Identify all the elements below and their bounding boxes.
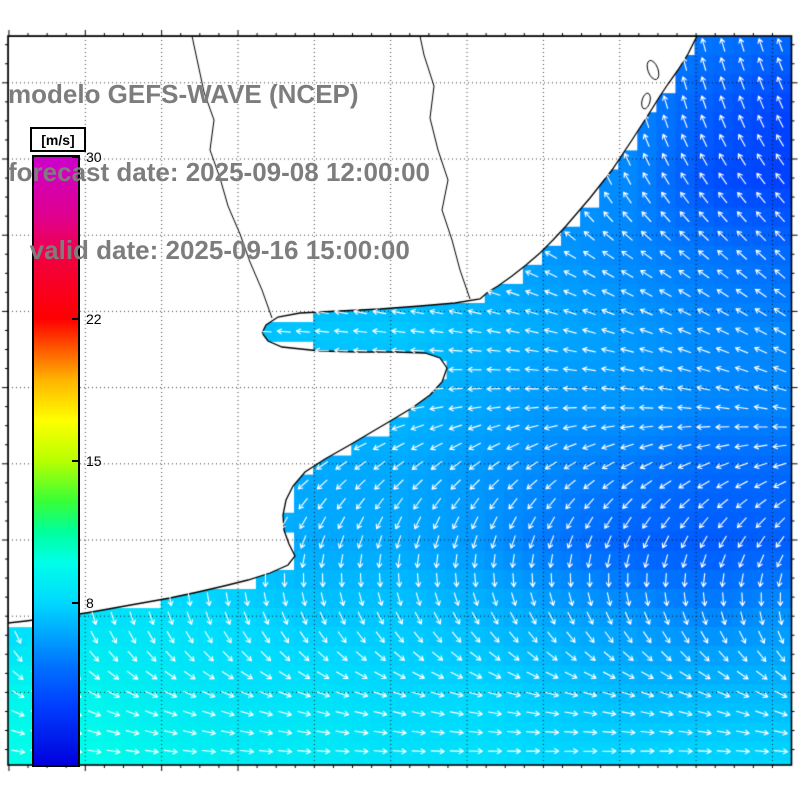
model-title: modelo GEFS-WAVE (NCEP) bbox=[8, 79, 359, 109]
colorbar-tick-mark bbox=[72, 601, 80, 604]
colorbar-tick-mark bbox=[72, 156, 80, 158]
colorbar-tick-mark bbox=[72, 318, 80, 321]
title-block: modelo GEFS-WAVE (NCEP) forecast date: 2… bbox=[8, 29, 430, 315]
forecast-date-line: forecast date: 2025-09-08 12:00:00 bbox=[8, 157, 431, 187]
colorbar-unit-label: [m/s] bbox=[30, 127, 86, 152]
colorbar-tick-label: 8 bbox=[86, 594, 94, 611]
colorbar-tick-label: 22 bbox=[86, 311, 102, 328]
colorbar-tick-label: 15 bbox=[86, 453, 102, 469]
valid-date-line: valid date: 2025-09-16 15:00:00 bbox=[8, 235, 410, 265]
colorbar-tick-label: 30 bbox=[86, 149, 102, 165]
colorbar-tick-mark bbox=[72, 460, 80, 462]
colorbar-legend: [m/s] 30 22 15 8 bbox=[30, 127, 150, 782]
